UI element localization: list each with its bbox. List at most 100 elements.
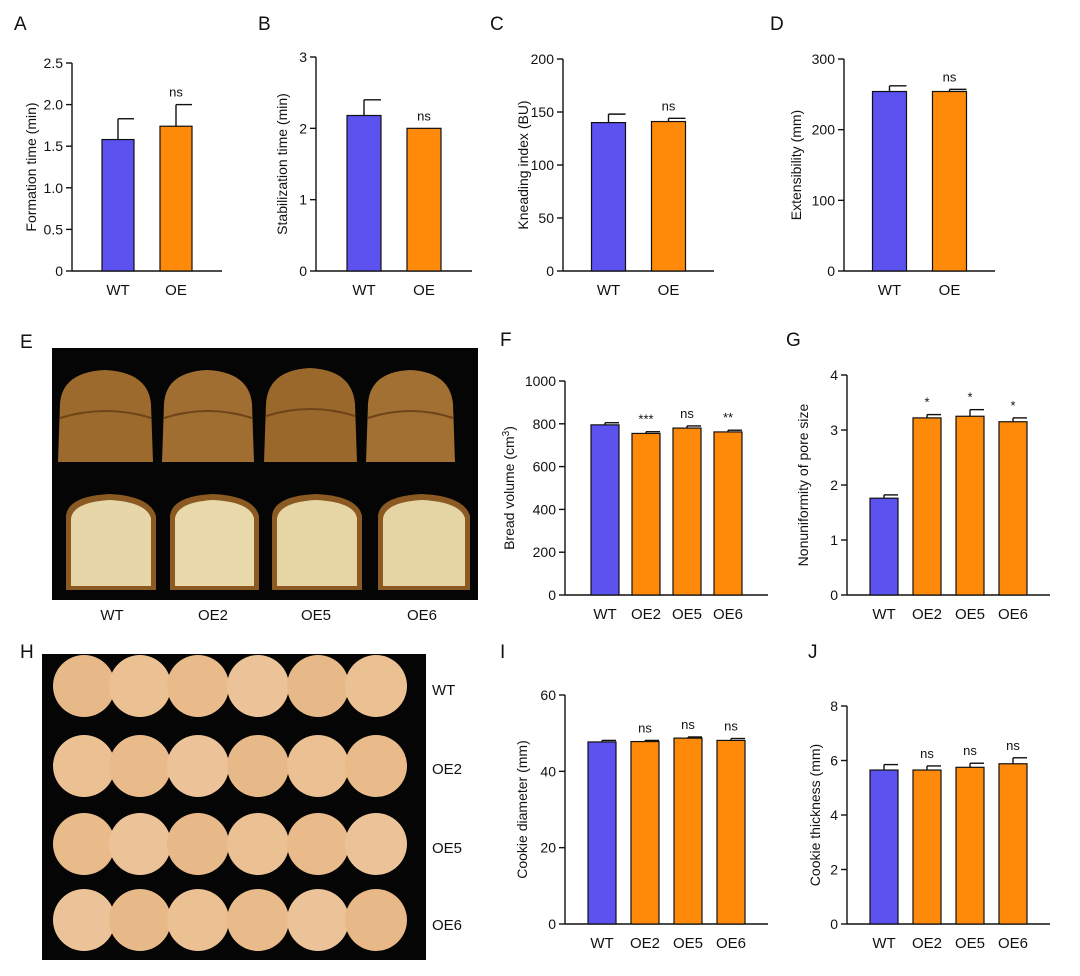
y-axis-label: Cookie diameter (mm): [514, 740, 530, 878]
bread-loaves-whole: [58, 368, 455, 462]
bread-slices: [66, 494, 470, 590]
y-tick-label: 3: [299, 49, 307, 65]
chart-g: G 0 1 2 3 4 Nonuniformity of pore size WT OE2 * OE…: [786, 330, 1050, 623]
y-tick-label: 600: [533, 459, 557, 475]
y-axis-label: Bread volume (cm3): [501, 426, 518, 550]
y-axis-label: Formation time (min): [23, 102, 39, 231]
x-tick-label: OE6: [713, 606, 743, 623]
chart-b: B 0 1 2 3 Stabilization time (min) WT OE ns: [258, 14, 472, 299]
y-axis-label-sup: 3: [501, 430, 512, 436]
y-tick-label: 20: [540, 840, 556, 856]
bread-label-oe2: OE2: [198, 607, 228, 624]
y-tick-label: 400: [533, 501, 557, 517]
chart-d: D 0 100 200 300 Extensibility (mm) WT OE ns: [770, 14, 995, 299]
x-tick-label: OE5: [673, 935, 703, 952]
significance-label: *: [924, 395, 929, 410]
y-tick-label: 1.0: [44, 180, 64, 196]
significance-label: *: [1010, 398, 1015, 413]
cookie-grid: [53, 655, 407, 951]
cookie: [287, 889, 349, 951]
bar-oe2: [631, 432, 661, 596]
y-tick-label: 200: [812, 122, 836, 138]
panel-letter-i: I: [500, 642, 505, 663]
bar-oe6: [998, 421, 1028, 596]
significance-label: ***: [638, 412, 653, 427]
y-tick-label: 1000: [525, 373, 556, 389]
x-tick-label: OE: [165, 282, 187, 299]
panel-letter-h: H: [20, 642, 34, 663]
panel-letter-f: F: [500, 330, 512, 351]
y-tick-label: 6: [830, 753, 838, 769]
significance-label: ns: [169, 85, 183, 100]
bar-oe6: [998, 763, 1028, 925]
cookie-label-oe5: OE5: [432, 840, 462, 857]
x-tick-label: WT: [352, 282, 375, 299]
bar-oe2: [912, 769, 942, 925]
cookie-label-wt: WT: [432, 682, 455, 699]
cookie: [109, 735, 171, 797]
y-tick-label: 40: [540, 763, 556, 779]
chart-i: I 0 20 40 60 Cookie diameter (mm) WT OE2 ns OE5 ns…: [500, 642, 768, 952]
cookie: [227, 813, 289, 875]
y-tick-label: 100: [531, 157, 555, 173]
charts-layer: A 0 0.5 1.0 1.5 2.0 2.5 Formation time (min) WT O…: [14, 14, 1050, 952]
y-tick-label: 200: [533, 544, 557, 560]
y-axis-label-end: ): [501, 426, 517, 431]
bread-label-oe5: OE5: [301, 607, 331, 624]
bar-oe6: [713, 431, 743, 596]
y-tick-label: 60: [540, 687, 556, 703]
y-tick-label: 1: [830, 532, 838, 548]
x-tick-label: OE2: [631, 606, 661, 623]
panel-letter-g: G: [786, 330, 801, 351]
significance-label: ns: [963, 743, 977, 758]
y-axis-label: Cookie thickness (mm): [807, 744, 823, 886]
y-tick-label: 0: [548, 916, 556, 932]
y-tick-label: 3: [830, 422, 838, 438]
cookie-label-oe2: OE2: [432, 761, 462, 778]
bar-oe2: [912, 417, 942, 596]
cookie-photo-labels: WT OE2 OE5 OE6: [432, 682, 462, 934]
cookie: [53, 655, 115, 717]
bar-wt: [101, 138, 135, 272]
y-tick-label: 2: [830, 477, 838, 493]
y-tick-label: 4: [830, 367, 838, 383]
cookie: [287, 735, 349, 797]
significance-label: ns: [680, 406, 694, 421]
cookie: [167, 889, 229, 951]
x-tick-label: OE: [658, 282, 680, 299]
y-tick-label: 2: [830, 862, 838, 878]
significance-label: **: [723, 410, 733, 425]
x-tick-label: OE5: [955, 935, 985, 952]
y-tick-label: 8: [830, 698, 838, 714]
cookie: [53, 735, 115, 797]
x-tick-label: OE6: [716, 935, 746, 952]
y-tick-label: 800: [533, 416, 557, 432]
cookie: [287, 813, 349, 875]
panel-h: H WT OE2 OE5 OE6: [20, 642, 462, 960]
x-tick-label: WT: [590, 935, 613, 952]
y-tick-label: 4: [830, 807, 838, 823]
y-tick-label: 50: [538, 210, 554, 226]
bar-wt: [587, 741, 617, 925]
cookie: [287, 655, 349, 717]
x-tick-label: OE2: [630, 935, 660, 952]
bar-oe: [159, 125, 193, 272]
significance-label: ns: [638, 720, 652, 735]
y-axis-label: Stabilization time (min): [274, 93, 290, 235]
y-tick-label: 150: [531, 104, 555, 120]
bar-wt: [869, 497, 899, 596]
significance-label: ns: [920, 746, 934, 761]
panel-letter-e: E: [20, 332, 33, 353]
bar-wt: [869, 769, 899, 925]
significance-label: ns: [1006, 738, 1020, 753]
x-tick-label: WT: [878, 282, 901, 299]
bar-oe6: [716, 739, 746, 925]
bread-label-oe6: OE6: [407, 607, 437, 624]
significance-label: ns: [662, 98, 676, 113]
x-tick-label: OE2: [912, 935, 942, 952]
y-tick-label: 1.5: [44, 138, 64, 154]
cookie: [109, 655, 171, 717]
bar-wt: [871, 90, 908, 272]
chart-f: F 0 200 400 600 800 1000 Bread volume (cm3) WT OE…: [500, 330, 768, 623]
